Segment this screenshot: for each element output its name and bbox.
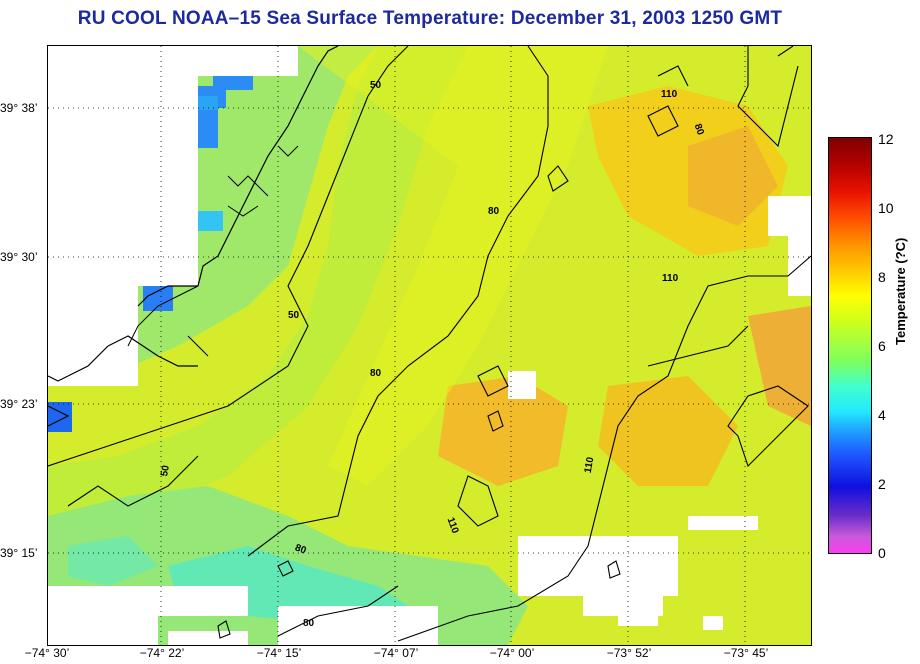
contour-label: 50	[288, 310, 300, 321]
map-title: RU COOL NOAA–15 Sea Surface Temperature:…	[77, 8, 783, 29]
sst-map-panel: 50 50 50 80 80 80 80 80 110 110 110 110	[47, 45, 812, 646]
contour-label: 80	[293, 542, 308, 556]
colorbar-tick: 10	[878, 200, 894, 216]
latitude-label: 39° 23’	[0, 397, 38, 411]
no-data-mask	[48, 46, 811, 645]
longitude-label: −74° 15’	[256, 646, 302, 660]
contour-label: 80	[488, 206, 500, 217]
latitude-label: 39° 30’	[0, 250, 38, 264]
colorbar-tick: 6	[878, 338, 886, 354]
contour-label: 50	[370, 80, 382, 91]
colorbar-title: Temperature (?C)	[893, 237, 908, 345]
contour-label: 110	[661, 89, 678, 100]
contour-label: 80	[692, 122, 706, 137]
contour-label: 80	[370, 368, 382, 379]
colorbar-tick: 4	[878, 407, 886, 423]
colorbar-tick: 8	[878, 269, 886, 285]
sst-map-svg: 50 50 50 80 80 80 80 80 110 110 110 110	[48, 46, 811, 645]
longitude-label: −74° 30’	[24, 646, 70, 660]
coastline	[197, 46, 339, 287]
latitude-label: 39° 15’	[0, 546, 38, 560]
longitude-label: −74° 07’	[373, 646, 419, 660]
contour-label: 110	[445, 516, 461, 535]
longitude-label: −73° 52’	[606, 646, 652, 660]
colorbar-tick: 12	[878, 131, 894, 147]
contour-label: 50	[159, 464, 172, 477]
contour-label: 80	[303, 618, 315, 629]
latitude-label: 39° 38’	[0, 101, 38, 115]
contour-label: 110	[662, 273, 679, 284]
colorbar-tick: 2	[878, 476, 886, 492]
longitude-label: −73° 45’	[723, 646, 769, 660]
temperature-colorbar	[828, 137, 872, 554]
contour-lines	[48, 46, 811, 642]
graticule	[48, 46, 811, 645]
contour-label: 110	[583, 456, 597, 474]
colorbar-tick: 0	[878, 545, 886, 561]
longitude-label: −74° 22’	[139, 646, 185, 660]
longitude-label: −74° 00’	[489, 646, 535, 660]
warm-patch-central	[438, 376, 568, 486]
